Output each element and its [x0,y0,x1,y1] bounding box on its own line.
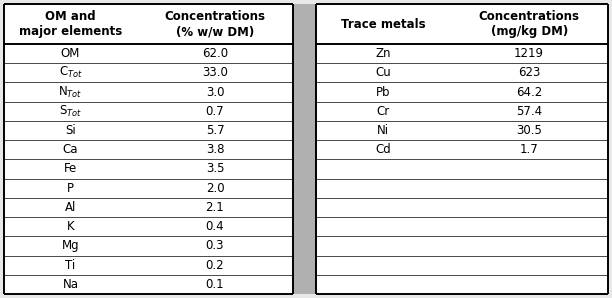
Text: 623: 623 [518,66,540,79]
Text: N$_{Tot}$: N$_{Tot}$ [58,85,83,100]
Text: 1.7: 1.7 [520,143,539,156]
Bar [293,4,316,294]
Text: 2.1: 2.1 [206,201,225,214]
Text: 0.2: 0.2 [206,259,224,272]
Text: 33.0: 33.0 [202,66,228,79]
Text: Trace metals: Trace metals [341,18,425,30]
Text: 5.7: 5.7 [206,124,224,137]
Text: S$_{Tot}$: S$_{Tot}$ [59,104,82,119]
Text: 64.2: 64.2 [516,86,542,99]
Text: Concentrations
(mg/kg DM): Concentrations (mg/kg DM) [479,10,580,38]
Text: 1219: 1219 [514,47,544,60]
Text: Concentrations
(% w/w DM): Concentrations (% w/w DM) [165,10,266,38]
Text: Si: Si [65,124,76,137]
Text: Ti: Ti [65,259,76,272]
Text: 0.4: 0.4 [206,220,224,233]
Text: K: K [67,220,74,233]
Text: Fe: Fe [64,162,77,176]
Text: 2.0: 2.0 [206,182,224,195]
Text: Cu: Cu [375,66,391,79]
Text: 3.8: 3.8 [206,143,224,156]
Text: 0.7: 0.7 [206,105,224,118]
Text: Pb: Pb [376,86,390,99]
Text: 62.0: 62.0 [202,47,228,60]
Text: Cr: Cr [376,105,390,118]
Text: Mg: Mg [62,239,80,252]
Text: 30.5: 30.5 [517,124,542,137]
Text: Ca: Ca [62,143,78,156]
Text: 0.1: 0.1 [206,278,224,291]
Text: 57.4: 57.4 [516,105,542,118]
Text: 3.0: 3.0 [206,86,224,99]
Text: Cd: Cd [375,143,391,156]
Text: Zn: Zn [375,47,391,60]
Text: Ni: Ni [377,124,389,137]
Text: Al: Al [65,201,76,214]
Text: Na: Na [62,278,78,291]
Bar [316,4,608,294]
Bar [4,4,293,294]
Text: 0.3: 0.3 [206,239,224,252]
Text: C$_{Tot}$: C$_{Tot}$ [59,65,83,80]
Text: P: P [67,182,74,195]
Text: OM and
major elements: OM and major elements [19,10,122,38]
Text: 3.5: 3.5 [206,162,224,176]
Text: OM: OM [61,47,80,60]
